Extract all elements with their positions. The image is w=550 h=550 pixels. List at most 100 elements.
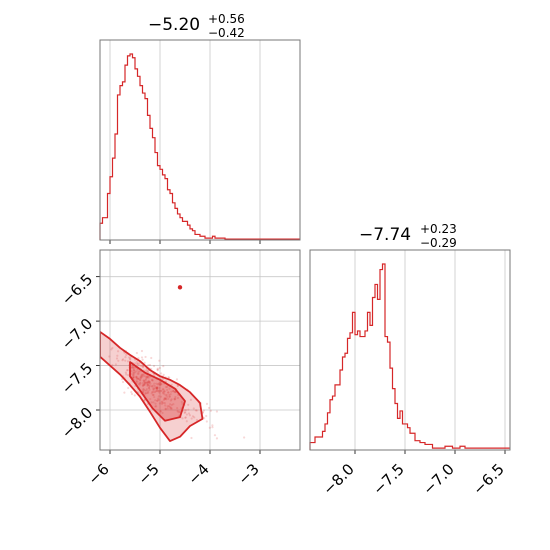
scatter-point [180,400,183,404]
scatter-point [116,350,120,353]
scatter-point [144,379,147,382]
scatter-point [161,387,165,391]
scatter-point [135,376,138,379]
scatter-point [153,391,157,394]
scatter-point [151,378,154,381]
scatter-point [163,398,166,401]
scatter-point [159,410,162,413]
histogram-bottom-right: −8.0 −7.5 −7.0 −6.5 [309,249,511,499]
scatter-point [172,403,175,406]
scatter-point [173,398,176,401]
scatter-point [144,378,147,381]
scatter-point [137,357,140,360]
scatter-point [155,386,159,389]
scatter-point [144,355,147,359]
scatter-point [123,391,126,394]
scatter-point [161,411,164,415]
scatter-point [136,377,139,380]
scatter-point [209,409,212,412]
scatter-point [138,378,142,381]
scatter-point [139,376,142,379]
scatter-point [166,405,169,408]
scatter-point [141,373,144,377]
scatter-point [151,385,154,388]
scatter-point [213,434,217,437]
scatter-point [133,394,136,397]
scatter-point [170,390,173,393]
x-tick-label: −3 [234,460,262,488]
scatter-point [173,390,176,394]
scatter-point [174,397,177,400]
scatter-point [138,383,141,386]
scatter-point [137,377,140,380]
scatter-point [211,426,214,429]
scatter-point [190,417,193,420]
scatter-point [143,381,146,384]
scatter-point [150,384,153,388]
scatter-point [132,369,136,372]
histogram-steps [99,53,300,240]
scatter-point [166,388,169,392]
scatter-point [145,376,148,379]
scatter-point [132,373,135,376]
scatter-point [139,377,142,380]
x-tick-label: −8.0 [319,460,357,498]
scatter-point [110,348,113,351]
scatter-point [158,391,161,394]
scatter-point [163,390,166,393]
scatter-point [187,403,190,406]
scatter-point [173,397,176,400]
scatter-point [155,386,158,389]
scatter-point [184,411,187,414]
scatter-point [164,407,167,410]
scatter-point [159,381,162,385]
scatter-point [147,391,150,394]
scatter-point [130,366,133,369]
scatter-point [166,386,169,389]
scatter-point [167,391,170,394]
scatter-point [159,410,162,413]
scatter-point [143,383,146,387]
scatter-point [149,397,152,401]
scatter-point [164,385,168,389]
scatter-point [152,389,155,392]
scatter-point [145,388,148,391]
scatter-point [146,383,149,386]
scatter-point [130,392,134,396]
scatter-point [163,390,166,393]
scatter-point [132,367,135,370]
scatter-point [155,389,158,392]
scatter-point [141,365,145,368]
contours [100,330,204,443]
scatter-point [146,391,149,395]
scatter-point [147,383,150,386]
top-left-title-upper: +0.56 [208,12,245,26]
scatter-point [175,378,179,381]
scatter-point [133,371,136,374]
scatter-point [121,380,125,384]
scatter-point [221,450,223,452]
scatter-point [132,372,135,375]
scatter-point [168,393,171,397]
scatter-point [146,383,150,386]
scatter-point [156,383,159,386]
scatter-point [157,390,161,393]
contour-outer [100,330,204,443]
scatter-point [158,382,161,385]
scatter-point [148,381,151,384]
scatter-point [141,389,144,393]
scatter-point [135,379,138,383]
scatter-point [136,380,139,383]
scatter-point [152,364,156,368]
scatter-point [189,398,193,402]
scatter-point [167,391,170,394]
scatter-point [142,373,145,376]
scatter-point [155,386,158,389]
scatter-point [155,399,159,402]
scatter-point [111,346,114,350]
scatter-point [152,387,155,390]
scatter-point [203,417,206,420]
scatter-point [143,383,146,386]
scatter-point [144,381,147,384]
